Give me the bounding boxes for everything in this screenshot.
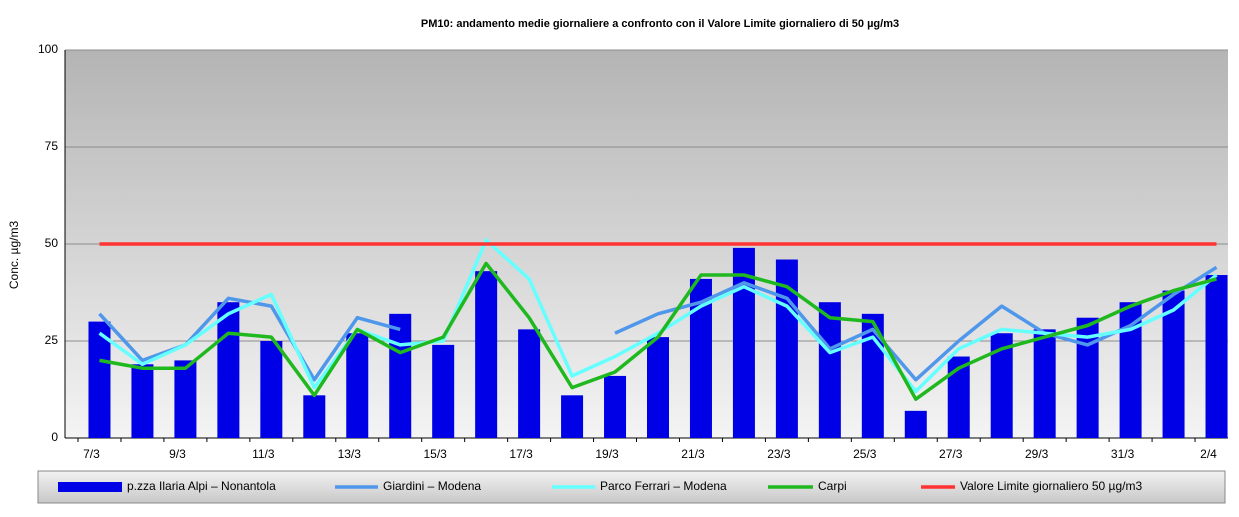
- legend-label: p.zza Ilaria Alpi – Nonantola: [127, 479, 276, 493]
- x-tick-label: 7/3: [83, 447, 100, 461]
- bar: [217, 302, 240, 438]
- bar: [518, 329, 541, 438]
- legend-label: Giardini – Modena: [383, 479, 481, 493]
- bar: [1119, 302, 1142, 438]
- bar: [432, 344, 455, 438]
- bar: [131, 364, 154, 438]
- x-tick-label: 9/3: [169, 447, 186, 461]
- bar: [1033, 329, 1056, 438]
- bar: [904, 410, 927, 438]
- bar: [475, 271, 498, 438]
- bar: [990, 333, 1013, 438]
- bar: [88, 321, 111, 438]
- y-tick-label: 25: [45, 333, 59, 347]
- line-series: [99, 261, 1217, 401]
- x-tick-label: 23/3: [767, 447, 791, 461]
- chart-title: PM10: andamento medie giornaliere a conf…: [421, 18, 899, 30]
- line-series: [98, 238, 1218, 394]
- legend-label: Carpi: [818, 479, 847, 493]
- bar: [1205, 275, 1228, 438]
- bar: [604, 375, 627, 438]
- x-tick-label: 15/3: [424, 447, 448, 461]
- bar: [647, 337, 669, 438]
- x-tick-label: 27/3: [939, 447, 963, 461]
- bar: [389, 313, 412, 438]
- bar: [689, 278, 712, 438]
- x-tick-label: 21/3: [681, 447, 705, 461]
- y-tick-label: 75: [45, 139, 59, 153]
- x-tick-label: 29/3: [1025, 447, 1049, 461]
- bar: [818, 302, 841, 438]
- bar: [346, 333, 369, 438]
- legend-label: Valore Limite giornaliero 50 µg/m3: [960, 479, 1142, 493]
- bar: [947, 356, 970, 438]
- x-tick-label: 25/3: [853, 447, 877, 461]
- y-tick-label: 50: [45, 236, 59, 250]
- x-tick-label: 17/3: [509, 447, 533, 461]
- y-tick-label: 0: [51, 430, 58, 444]
- bar: [561, 395, 584, 438]
- y-axis-label: Conc. µg/m3: [7, 221, 21, 290]
- legend-label: Parco Ferrari – Modena: [600, 479, 727, 493]
- legend: [37, 470, 1226, 504]
- bar: [732, 247, 755, 438]
- bar: [303, 395, 326, 438]
- x-tick-label: 31/3: [1111, 447, 1135, 461]
- x-tick-label: 13/3: [338, 447, 362, 461]
- bar: [174, 360, 197, 438]
- x-tick-label: 19/3: [595, 447, 619, 461]
- bar: [1076, 317, 1099, 438]
- bar: [1162, 290, 1185, 438]
- x-tick-label: 11/3: [252, 447, 275, 461]
- bar: [260, 341, 283, 438]
- legend-swatch: [58, 482, 122, 492]
- x-tick-label: 2/4: [1200, 447, 1217, 461]
- y-tick-label: 100: [38, 42, 58, 56]
